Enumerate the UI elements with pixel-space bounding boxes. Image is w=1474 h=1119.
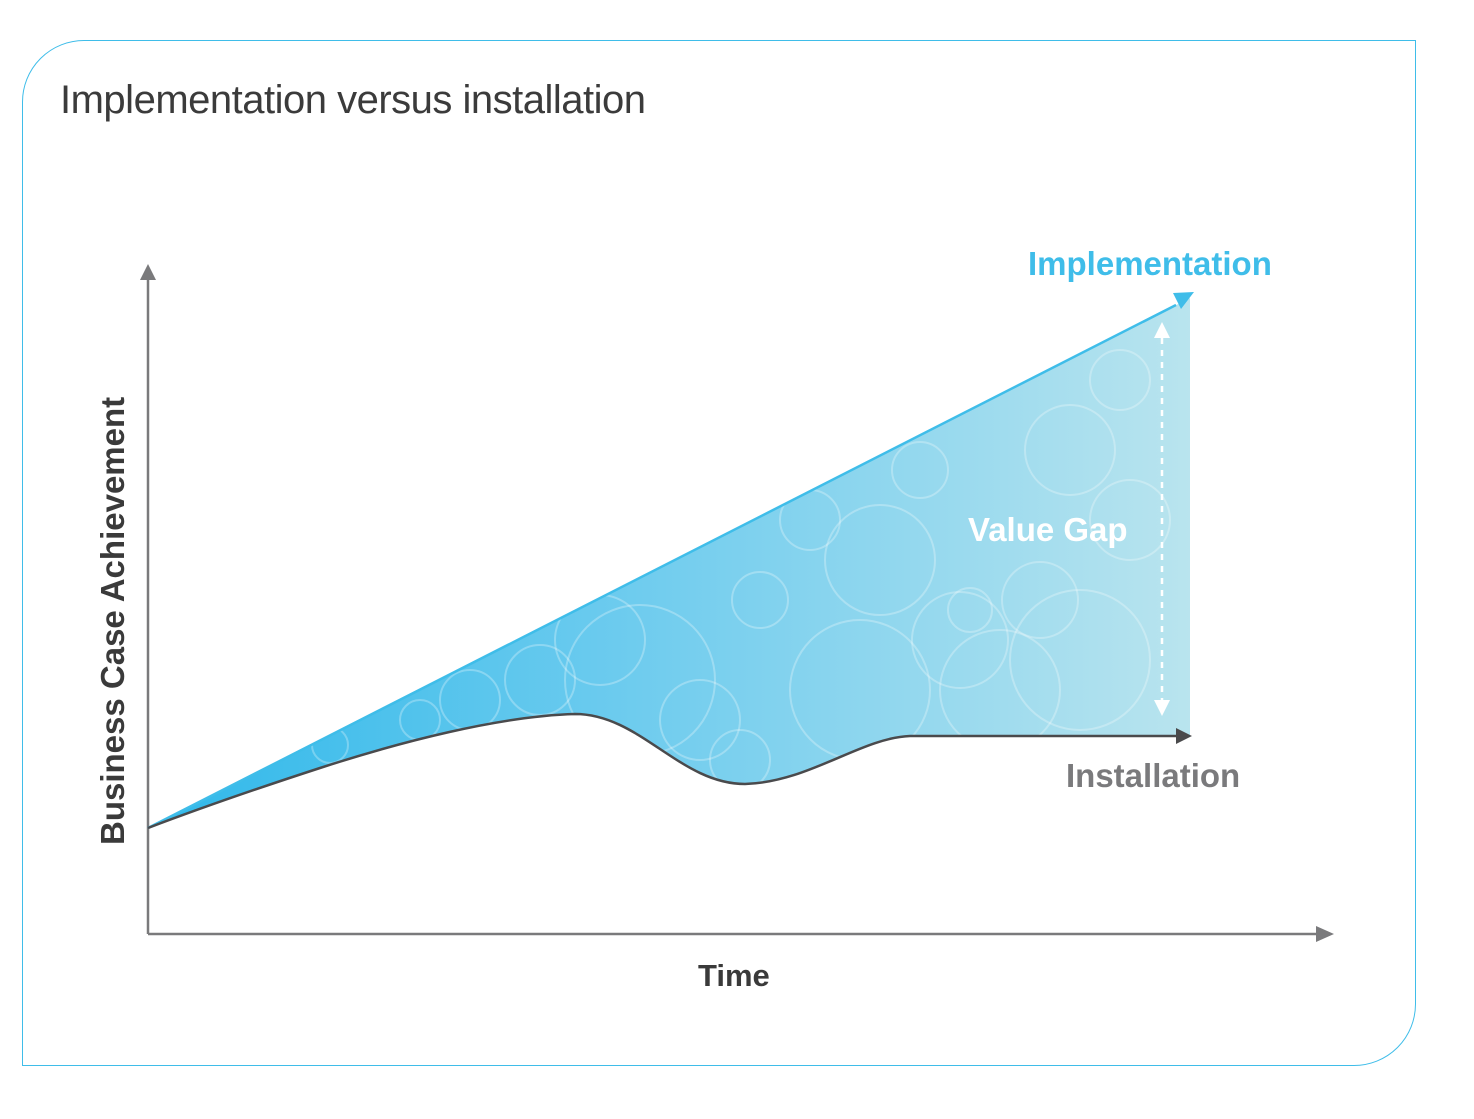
value-gap-arrowhead-bottom [1154, 700, 1170, 716]
implementation-line [147, 303, 1177, 830]
value-gap-arrowhead-top [1154, 322, 1170, 338]
slide-frame [22, 40, 1416, 1066]
installation-label: Installation [1066, 757, 1240, 794]
x-axis-arrowhead [1316, 926, 1334, 942]
implementation-label: Implementation [1028, 245, 1272, 282]
implementation-arrowhead [1173, 292, 1194, 309]
slide-title: Implementation versus installation [60, 78, 646, 122]
bubble-texture [311, 349, 1171, 791]
value-gap-label: Value Gap [968, 511, 1128, 548]
y-axis-label: Business Case Achievement [94, 397, 131, 845]
installation-line [147, 712, 1178, 830]
x-axis-label: Time [698, 958, 770, 993]
y-axis-arrowhead [140, 264, 156, 280]
installation-arrowhead [1176, 728, 1192, 744]
